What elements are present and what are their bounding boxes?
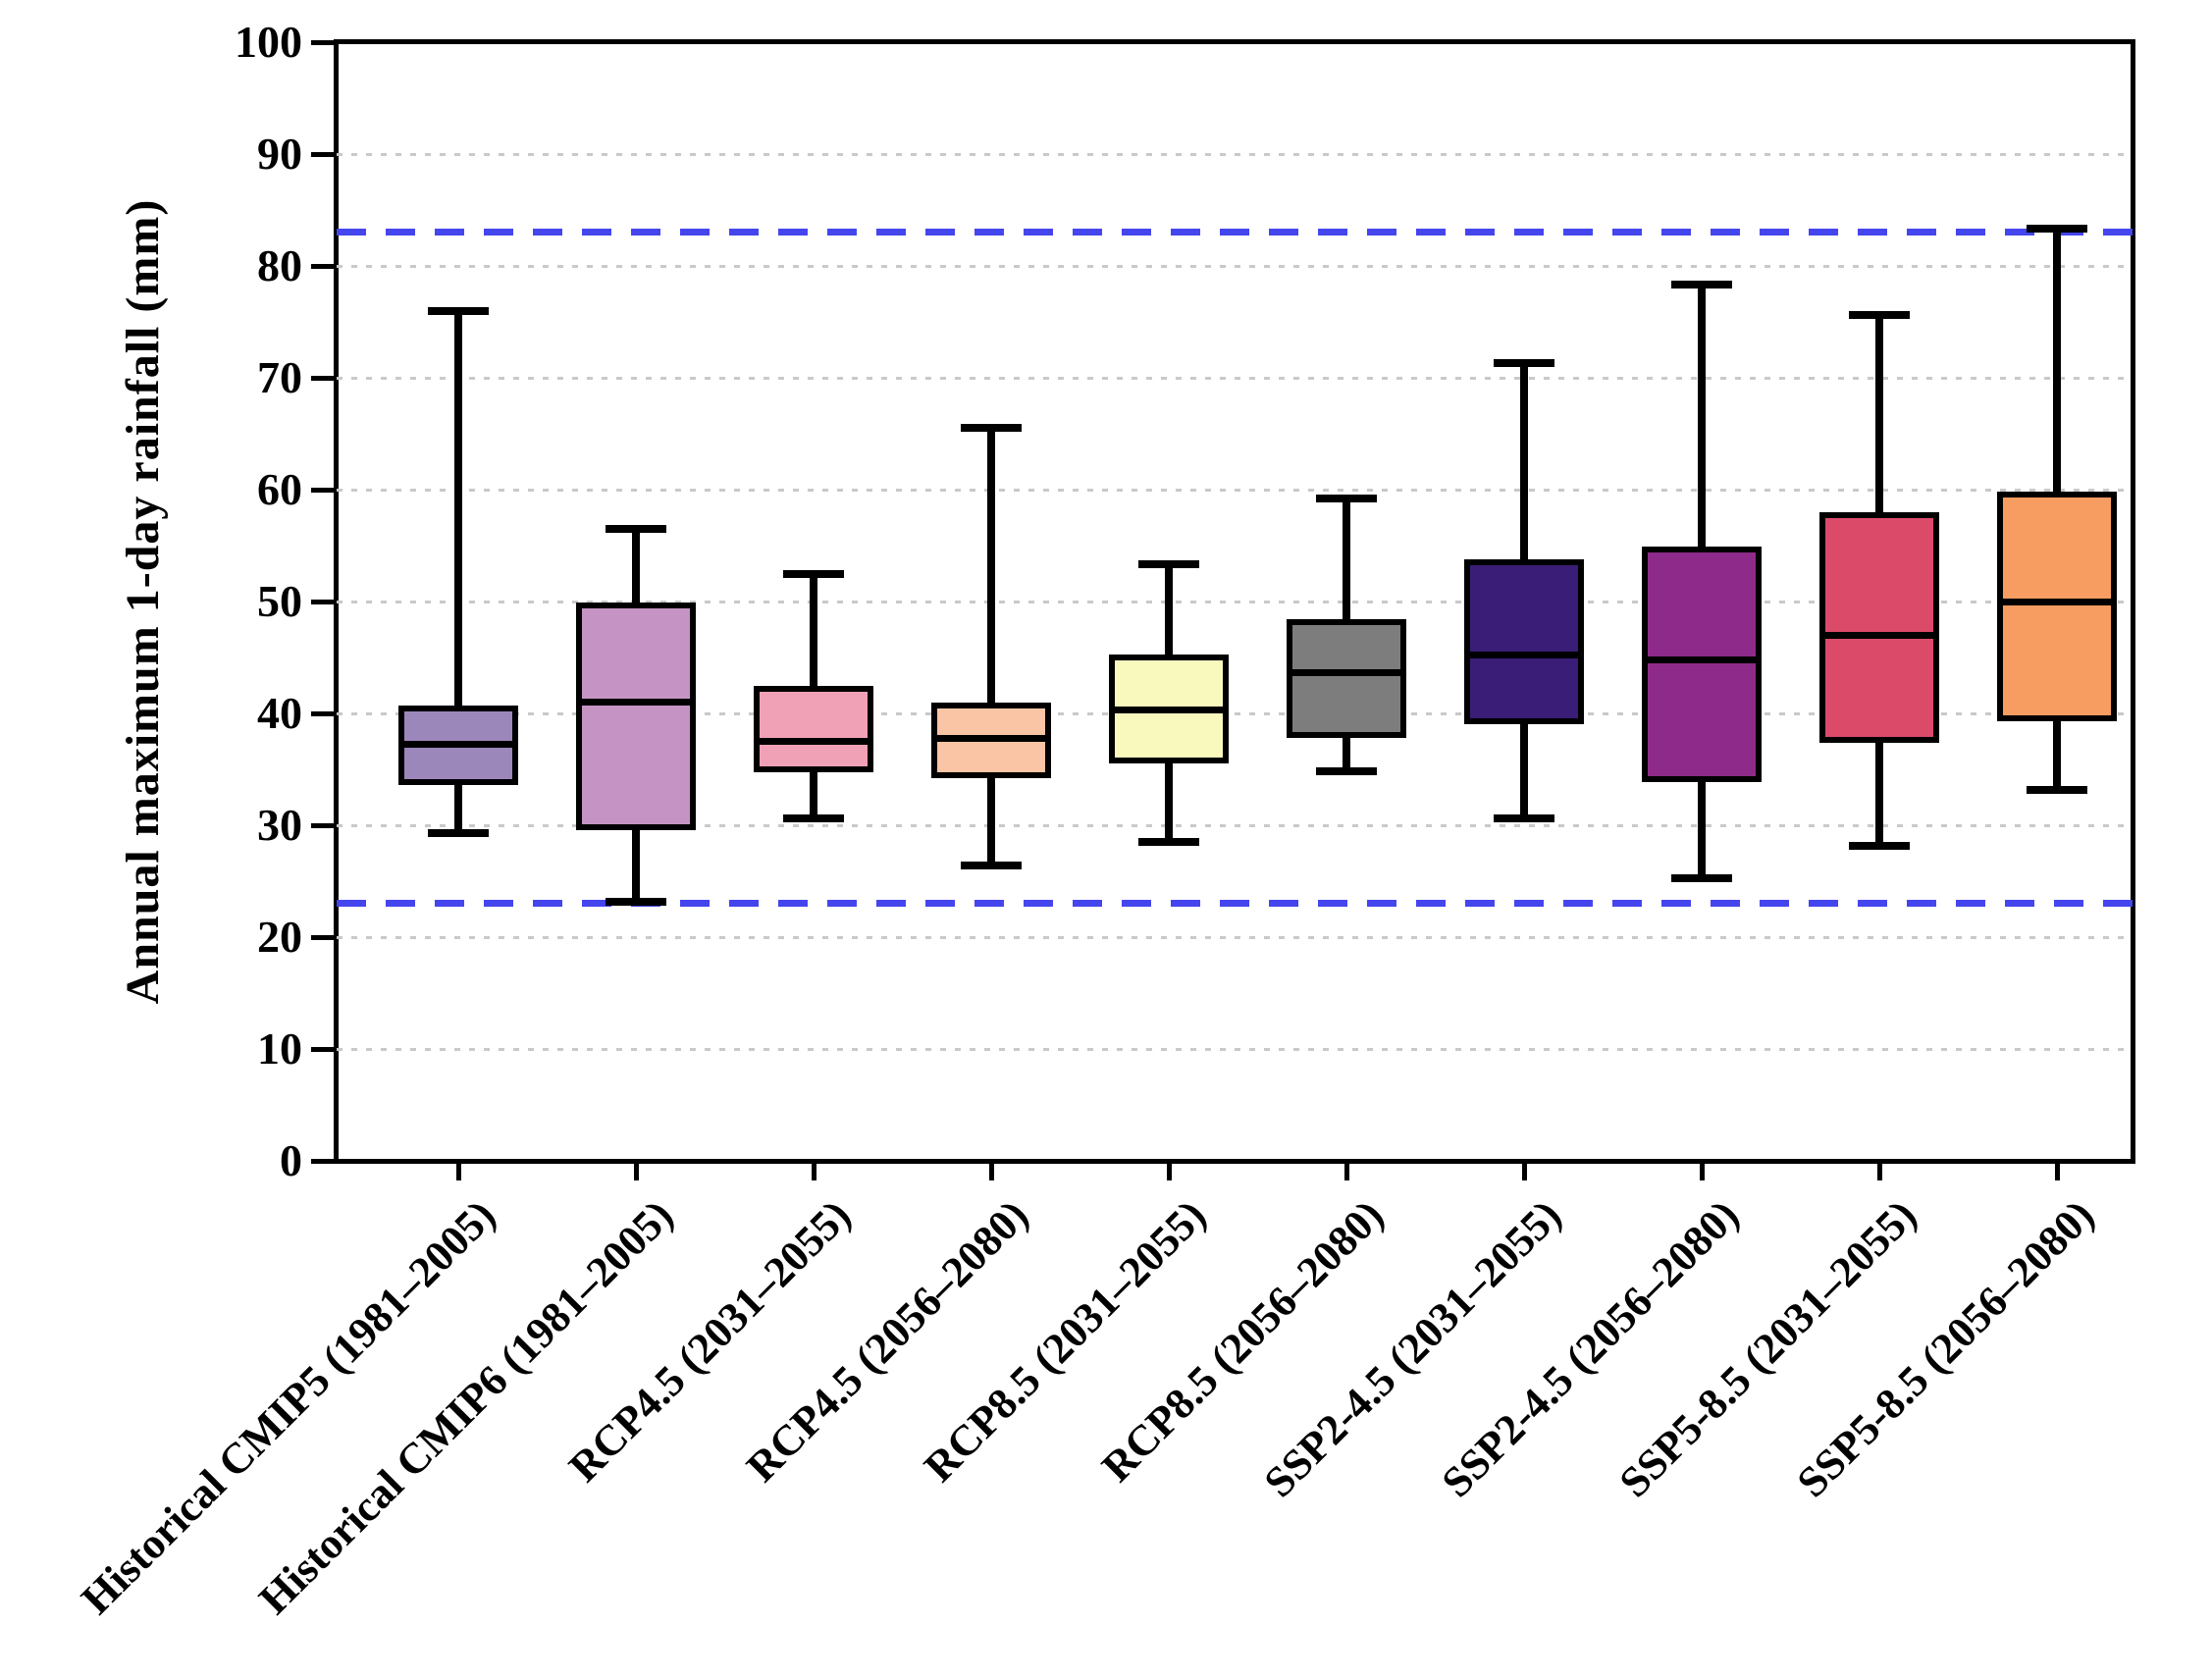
y-tick-100 xyxy=(311,39,337,45)
y-tick-label-50: 50 xyxy=(257,576,302,626)
whisker-cap-bottom xyxy=(2027,785,2087,794)
gridline-80 xyxy=(337,264,2133,268)
x-category-label: SSP2-4.5 (2031–2055) xyxy=(1254,1190,1571,1507)
x-tick-7 xyxy=(1521,1161,1527,1180)
x-tick-9 xyxy=(1876,1161,1882,1180)
whisker-cap-bottom xyxy=(1138,838,1199,847)
x-category-label: SSP2-4.5 (2056–2080) xyxy=(1432,1190,1749,1507)
y-tick-30 xyxy=(311,822,337,828)
y-tick-label-30: 30 xyxy=(257,800,302,850)
whisker-cap-top xyxy=(2027,225,2087,234)
y-tick-80 xyxy=(311,263,337,269)
x-tick-6 xyxy=(1343,1161,1349,1180)
whisker-cap-top xyxy=(428,306,489,315)
median-line xyxy=(1819,631,1939,639)
median-line xyxy=(1109,707,1229,714)
y-tick-60 xyxy=(311,487,337,493)
y-tick-label-100: 100 xyxy=(235,17,302,67)
y-tick-40 xyxy=(311,710,337,716)
median-line xyxy=(1287,669,1406,677)
whisker-cap-top xyxy=(1849,311,1910,320)
x-tick-3 xyxy=(811,1161,816,1180)
gridline-40 xyxy=(337,711,2133,715)
whisker-cap-bottom xyxy=(783,814,844,823)
reference-line-lower-threshold xyxy=(337,900,2133,908)
median-line xyxy=(931,734,1051,742)
box-8 xyxy=(1642,547,1762,782)
y-tick-label-40: 40 xyxy=(257,688,302,738)
box-7 xyxy=(1464,558,1584,725)
whisker-cap-top xyxy=(961,424,1022,433)
x-category-label: SSP5-8.5 (2056–2080) xyxy=(1787,1190,2104,1507)
box-3 xyxy=(754,685,873,773)
y-tick-10 xyxy=(311,1046,337,1052)
x-tick-1 xyxy=(455,1161,461,1180)
whisker-cap-top xyxy=(1138,560,1199,569)
gridline-70 xyxy=(337,376,2133,380)
whisker-cap-bottom xyxy=(1671,873,1732,882)
whisker-cap-top xyxy=(1671,281,1732,289)
x-category-label: SSP5-8.5 (2031–2055) xyxy=(1609,1190,1926,1507)
median-line xyxy=(398,741,518,749)
reference-line-upper-threshold xyxy=(337,229,2133,236)
box-9 xyxy=(1819,511,1939,743)
y-tick-0 xyxy=(311,1158,337,1164)
whisker-stem xyxy=(987,428,995,866)
y-tick-label-20: 20 xyxy=(257,912,302,962)
gridline-90 xyxy=(337,152,2133,156)
whisker-cap-bottom xyxy=(606,897,666,906)
whisker-cap-bottom xyxy=(1494,814,1554,823)
y-tick-label-90: 90 xyxy=(257,129,302,179)
y-tick-50 xyxy=(311,599,337,604)
y-tick-label-70: 70 xyxy=(257,352,302,402)
x-tick-10 xyxy=(2054,1161,2060,1180)
y-tick-label-0: 0 xyxy=(280,1135,302,1185)
x-tick-4 xyxy=(988,1161,994,1180)
median-line xyxy=(576,699,696,707)
whisker-cap-bottom xyxy=(961,862,1022,870)
whisker-cap-top xyxy=(1494,359,1554,368)
median-line xyxy=(1464,652,1584,659)
x-tick-8 xyxy=(1699,1161,1705,1180)
y-tick-label-80: 80 xyxy=(257,240,302,290)
y-tick-label-60: 60 xyxy=(257,464,302,514)
whisker-cap-top xyxy=(1316,495,1377,503)
box-6 xyxy=(1287,619,1406,739)
whisker-cap-bottom xyxy=(1849,841,1910,850)
gridline-20 xyxy=(337,935,2133,939)
y-tick-90 xyxy=(311,151,337,157)
gridline-50 xyxy=(337,600,2133,603)
y-tick-70 xyxy=(311,375,337,381)
box-10 xyxy=(1997,492,2117,721)
gridline-60 xyxy=(337,488,2133,492)
gridline-10 xyxy=(337,1047,2133,1051)
y-tick-label-10: 10 xyxy=(257,1023,302,1074)
y-tick-20 xyxy=(311,934,337,940)
x-tick-5 xyxy=(1166,1161,1172,1180)
median-line xyxy=(1642,655,1762,663)
whisker-cap-bottom xyxy=(1316,767,1377,776)
median-line xyxy=(754,738,873,745)
gridline-30 xyxy=(337,823,2133,827)
x-tick-2 xyxy=(633,1161,639,1180)
median-line xyxy=(1997,598,2117,605)
box-2 xyxy=(576,603,696,830)
whisker-stem xyxy=(454,310,462,833)
whisker-cap-top xyxy=(783,569,844,578)
whisker-cap-top xyxy=(606,524,666,533)
whisker-cap-bottom xyxy=(428,828,489,837)
